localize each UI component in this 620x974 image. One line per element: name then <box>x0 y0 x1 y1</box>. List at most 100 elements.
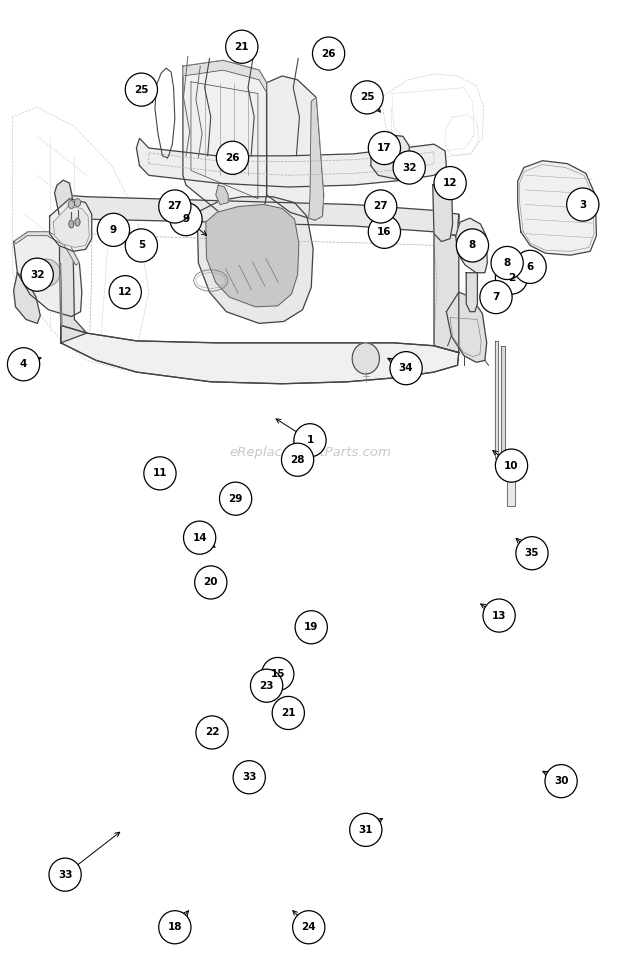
Text: 11: 11 <box>153 468 167 478</box>
Polygon shape <box>69 220 74 228</box>
Polygon shape <box>267 76 324 220</box>
Ellipse shape <box>262 657 294 691</box>
Text: 32: 32 <box>30 270 45 280</box>
Text: 7: 7 <box>492 292 500 302</box>
Ellipse shape <box>21 258 53 291</box>
Text: 27: 27 <box>373 202 388 211</box>
Text: 12: 12 <box>118 287 133 297</box>
Text: 8: 8 <box>469 241 476 250</box>
Ellipse shape <box>294 424 326 457</box>
Polygon shape <box>53 206 89 247</box>
Ellipse shape <box>434 167 466 200</box>
Polygon shape <box>183 60 267 93</box>
Ellipse shape <box>491 246 523 280</box>
Ellipse shape <box>351 81 383 114</box>
Polygon shape <box>352 343 379 374</box>
Text: 21: 21 <box>281 708 296 718</box>
Ellipse shape <box>272 696 304 730</box>
Text: 6: 6 <box>526 262 534 272</box>
Ellipse shape <box>125 73 157 106</box>
Ellipse shape <box>293 911 325 944</box>
Ellipse shape <box>516 537 548 570</box>
Ellipse shape <box>109 276 141 309</box>
Text: 12: 12 <box>443 178 458 188</box>
Text: 5: 5 <box>138 241 145 250</box>
Polygon shape <box>456 218 487 273</box>
Text: 25: 25 <box>134 85 149 94</box>
Polygon shape <box>50 199 92 251</box>
Text: 15: 15 <box>270 669 285 679</box>
Text: 33: 33 <box>58 870 73 880</box>
Ellipse shape <box>170 203 202 236</box>
Ellipse shape <box>159 911 191 944</box>
Ellipse shape <box>195 566 227 599</box>
Ellipse shape <box>393 151 425 184</box>
Ellipse shape <box>216 141 249 174</box>
Ellipse shape <box>144 457 176 490</box>
Ellipse shape <box>365 190 397 223</box>
Polygon shape <box>501 346 505 463</box>
Ellipse shape <box>295 611 327 644</box>
Text: 28: 28 <box>290 455 305 465</box>
Text: 17: 17 <box>377 143 392 153</box>
Ellipse shape <box>567 188 599 221</box>
Ellipse shape <box>495 449 528 482</box>
Polygon shape <box>68 201 74 208</box>
Polygon shape <box>433 175 453 242</box>
Ellipse shape <box>281 443 314 476</box>
Text: 19: 19 <box>304 622 319 632</box>
Polygon shape <box>183 60 267 219</box>
Polygon shape <box>14 273 40 323</box>
Polygon shape <box>60 206 87 343</box>
Ellipse shape <box>219 482 252 515</box>
Text: 2: 2 <box>508 273 515 282</box>
Polygon shape <box>60 195 459 236</box>
Polygon shape <box>507 475 515 506</box>
Text: 25: 25 <box>360 93 374 102</box>
Polygon shape <box>216 185 228 205</box>
Text: 33: 33 <box>242 772 257 782</box>
Ellipse shape <box>226 30 258 63</box>
Text: 24: 24 <box>301 922 316 932</box>
Text: 16: 16 <box>377 227 392 237</box>
Ellipse shape <box>250 669 283 702</box>
Text: 35: 35 <box>525 548 539 558</box>
Ellipse shape <box>184 521 216 554</box>
Text: 30: 30 <box>554 776 569 786</box>
Text: 22: 22 <box>205 728 219 737</box>
Text: 8: 8 <box>503 258 511 268</box>
Ellipse shape <box>312 37 345 70</box>
Text: 3: 3 <box>579 200 587 209</box>
Text: eReplacementParts.com: eReplacementParts.com <box>229 446 391 460</box>
Polygon shape <box>14 232 82 317</box>
Polygon shape <box>74 199 81 206</box>
Polygon shape <box>75 218 80 226</box>
Ellipse shape <box>368 215 401 248</box>
Text: 26: 26 <box>225 153 240 163</box>
Polygon shape <box>60 263 62 325</box>
Polygon shape <box>136 138 446 187</box>
Polygon shape <box>206 205 299 307</box>
Text: 34: 34 <box>399 363 414 373</box>
Polygon shape <box>495 341 498 458</box>
Polygon shape <box>14 232 79 265</box>
Text: 1: 1 <box>306 435 314 445</box>
Text: 21: 21 <box>234 42 249 52</box>
Text: 32: 32 <box>402 163 417 172</box>
Text: 9: 9 <box>182 214 190 224</box>
Text: 27: 27 <box>167 202 182 211</box>
Polygon shape <box>371 134 409 179</box>
Ellipse shape <box>483 599 515 632</box>
Ellipse shape <box>350 813 382 846</box>
Ellipse shape <box>368 131 401 165</box>
Ellipse shape <box>125 229 157 262</box>
Text: 20: 20 <box>203 578 218 587</box>
Ellipse shape <box>545 765 577 798</box>
Text: 18: 18 <box>167 922 182 932</box>
Ellipse shape <box>456 229 489 262</box>
Polygon shape <box>61 325 459 384</box>
Polygon shape <box>61 325 459 384</box>
Polygon shape <box>434 214 459 353</box>
Ellipse shape <box>233 761 265 794</box>
Polygon shape <box>33 259 60 286</box>
